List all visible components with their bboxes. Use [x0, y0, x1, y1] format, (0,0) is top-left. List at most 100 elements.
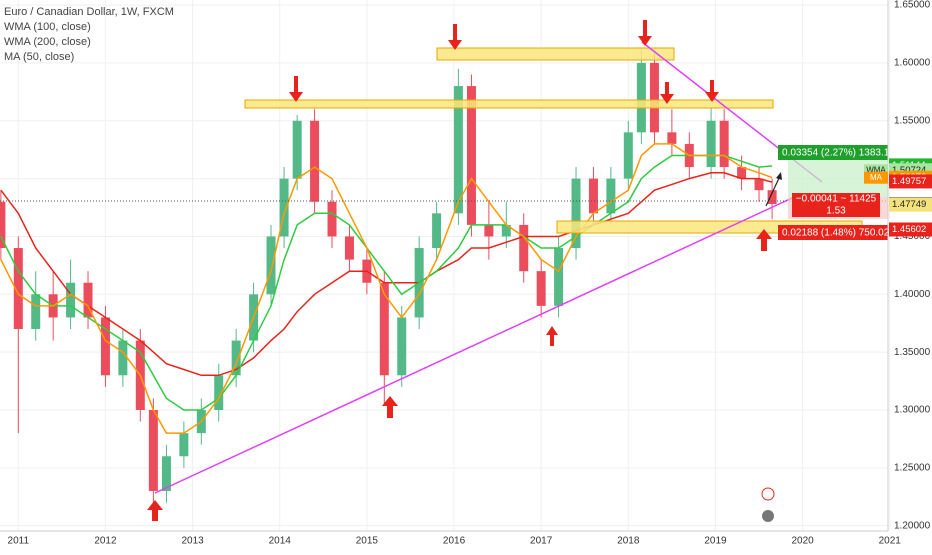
y-tick-label: 1.60000	[894, 58, 931, 69]
candle-body	[536, 271, 546, 306]
candle-body	[66, 282, 76, 318]
price-label-bg	[889, 197, 932, 212]
candle-body	[636, 62, 646, 133]
y-tick-label: 1.45000	[894, 231, 931, 242]
candle-body	[571, 178, 581, 249]
candle-body	[706, 120, 716, 168]
down-arrow	[289, 76, 303, 102]
price-tag: WMA	[866, 165, 886, 174]
candle-body	[13, 248, 23, 330]
measure-text: 1.53	[826, 206, 846, 217]
candle-body	[606, 178, 616, 214]
candle-body	[501, 224, 511, 237]
candle-body	[100, 317, 110, 376]
moving-average	[0, 143, 773, 434]
candle-body	[310, 120, 320, 202]
legend-entry: WMA (200, close)	[4, 36, 91, 48]
up-arrow	[147, 500, 163, 521]
up-arrow	[546, 326, 558, 346]
x-tick-label: 2011	[8, 536, 30, 547]
candle-body	[397, 317, 407, 376]
resistance-zone	[244, 99, 774, 109]
price-label-bg	[889, 174, 932, 189]
up-arrow	[756, 229, 772, 251]
candle-body	[484, 224, 494, 237]
down-arrow	[660, 82, 674, 104]
arrows	[147, 20, 772, 521]
y-tick-label: 1.65000	[894, 0, 931, 11]
candle-body	[588, 178, 598, 214]
measure-box	[792, 193, 880, 217]
x-tick-label: 2014	[269, 536, 292, 547]
measure-labels: 0.03354 (2.27%) 1383.19 −0.00041 ~ 11425…	[778, 145, 895, 240]
candle-body	[719, 120, 729, 168]
candle-body	[432, 213, 442, 249]
axes: 1.20000 1.25000 1.30000 1.35000 1.40000 1.450…	[8, 0, 932, 547]
down-arrow	[638, 20, 652, 46]
price-label: 1.45602	[892, 224, 926, 235]
candle-body	[118, 340, 128, 376]
candle-body	[179, 433, 189, 457]
x-tick-label: 2013	[181, 536, 204, 547]
down-arrow	[448, 24, 462, 50]
y-tick-label: 1.40000	[894, 289, 931, 300]
y-tick-label: 1.35000	[894, 347, 931, 358]
candle-body	[327, 201, 337, 237]
event-icon[interactable]	[762, 510, 774, 522]
candle-body	[453, 86, 463, 214]
plot	[0, 49, 777, 509]
measure-text: −0.00041 ~ 11425	[796, 194, 877, 205]
price-tag-bg	[864, 171, 888, 184]
measure-box	[778, 145, 888, 160]
candle-body	[148, 409, 158, 491]
resistance-zone	[436, 47, 675, 61]
measure-text: 0.02188 (1.48%) 750.02	[782, 228, 890, 239]
down-arrow	[705, 80, 719, 102]
candle-body	[161, 456, 171, 491]
candle-body	[279, 178, 289, 237]
candle-body	[737, 167, 747, 179]
candle-body	[554, 248, 564, 306]
x-tick-label: 2012	[94, 536, 117, 547]
candle-body	[519, 224, 529, 272]
x-tick-label: 2021	[879, 536, 902, 547]
x-tick-label: 2016	[443, 536, 466, 547]
y-tick-label: 1.20000	[894, 520, 931, 531]
x-tick-label: 2017	[530, 536, 553, 547]
y-tick-label: 1.30000	[894, 405, 931, 416]
legend-entry: MA (50, close)	[4, 51, 74, 63]
candle-body	[0, 201, 6, 249]
price-label: 1.49757	[892, 176, 926, 187]
x-tick-label: 2020	[791, 536, 814, 547]
candle-body	[231, 340, 241, 376]
legend: Euro / Canadian Dollar, 1W, FXCM WMA (10…	[4, 6, 174, 63]
price-label: 1.50724	[892, 165, 926, 176]
measure-text: 0.03354 (2.27%) 1383.19	[782, 148, 895, 159]
y-tick-label: 1.55000	[894, 115, 931, 126]
moving-average	[0, 154, 773, 411]
moving-average	[0, 172, 773, 377]
candle-body	[667, 132, 677, 144]
price-label-bg	[889, 222, 932, 237]
candle-body	[266, 236, 276, 295]
x-tick-label: 2015	[356, 536, 379, 547]
candle-body	[767, 190, 777, 205]
event-icon[interactable]	[761, 487, 775, 501]
x-tick-label: 2018	[617, 536, 640, 547]
price-tag: MA	[870, 173, 883, 182]
candle-body	[379, 282, 389, 376]
candle-body	[83, 282, 93, 318]
candle-body	[214, 375, 224, 410]
legend-entry: WMA (100, close)	[4, 21, 91, 33]
candle-body	[623, 132, 633, 179]
chart-title: Euro / Canadian Dollar, 1W, FXCM	[4, 6, 174, 18]
trend-line	[154, 197, 793, 494]
y-tick-label: 1.25000	[894, 462, 931, 473]
price-label: 1.47749	[892, 199, 926, 210]
candle-body	[649, 62, 659, 133]
x-tick-label: 2019	[704, 536, 727, 547]
arrow-head	[776, 172, 782, 180]
measure-box	[778, 225, 888, 240]
candle-body	[292, 120, 302, 179]
projection-arrow	[765, 175, 781, 207]
